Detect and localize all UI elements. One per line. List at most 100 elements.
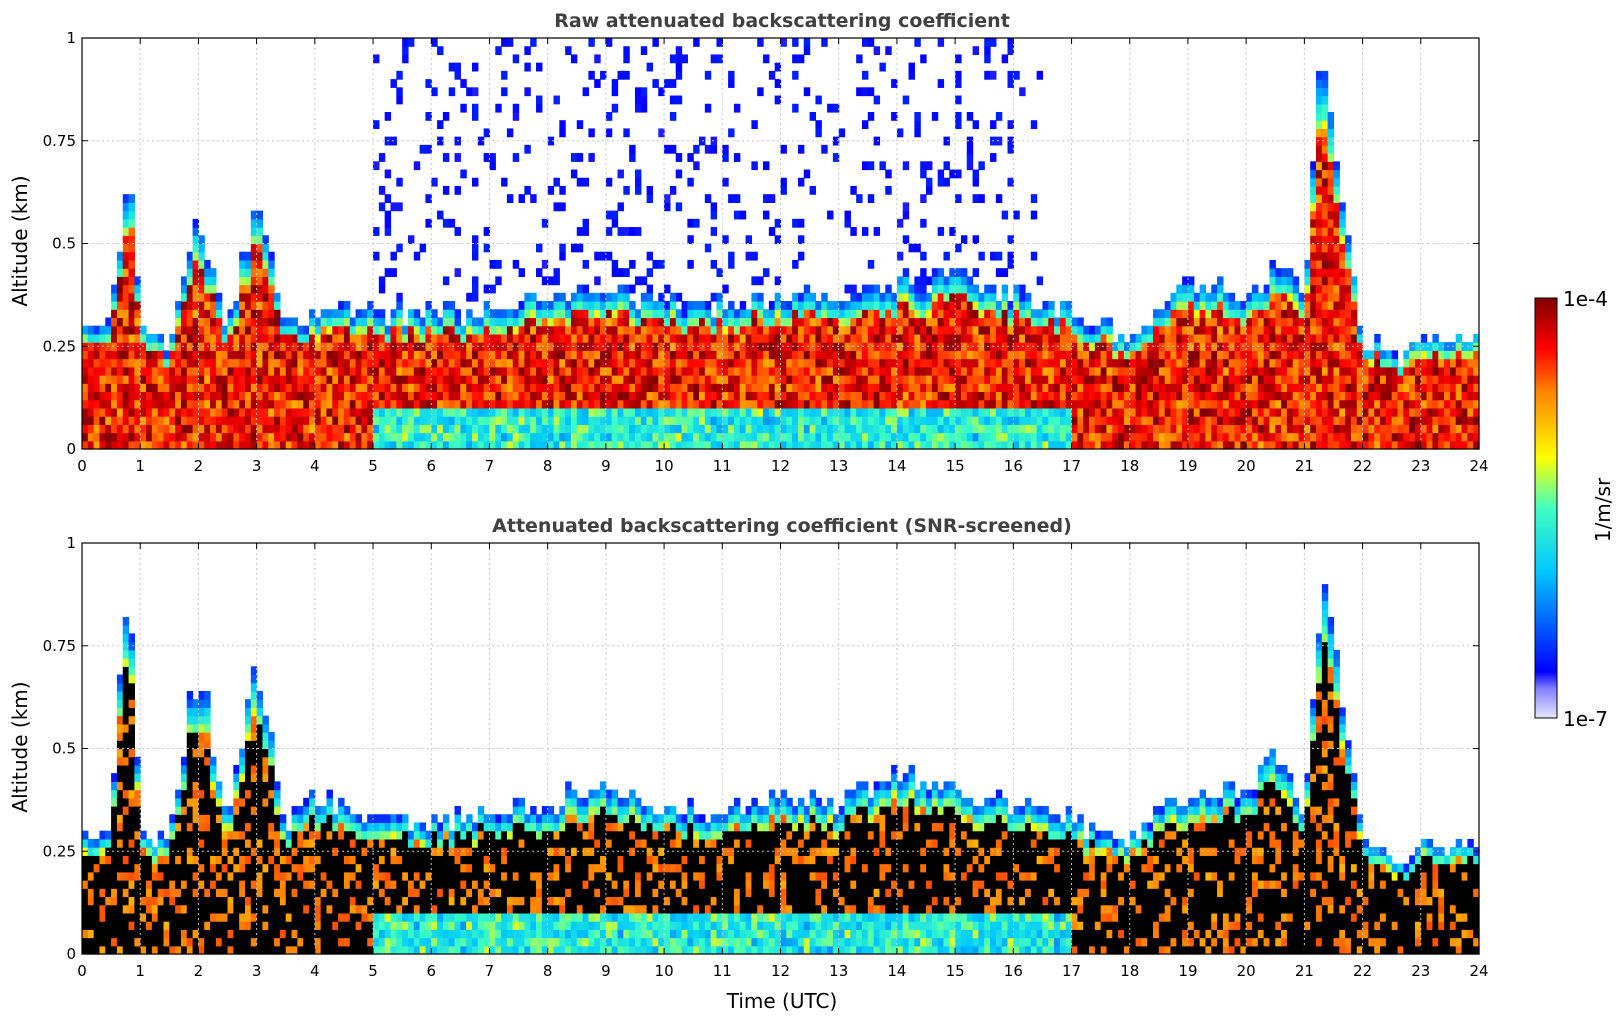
heatmap-cell [611,366,619,376]
heatmap-cell [1397,432,1404,442]
heatmap-cell [786,416,793,425]
heatmap-cell [1321,325,1329,335]
heatmap-cell [722,391,729,401]
heatmap-cell [268,407,275,417]
heatmap-cell [757,292,764,302]
heatmap-cell [704,416,712,425]
heatmap-cell [710,292,718,302]
heatmap-cell [1211,333,1218,343]
heatmap-cell [122,292,130,302]
heatmap-cell [1327,210,1335,220]
heatmap-cell [955,309,962,319]
heatmap-cell [821,350,828,360]
heatmap-cell [1089,325,1096,335]
heatmap-cell [215,358,223,368]
heatmap-cell [565,383,572,393]
heatmap-cell [623,325,630,335]
heatmap-cell [856,383,863,393]
heatmap-cell [1118,391,1125,401]
heatmap-cell [1234,325,1241,335]
heatmap-cell [1141,366,1148,376]
heatmap-cell [675,292,683,302]
heatmap-cell [116,276,124,286]
heatmap-cell [215,325,223,335]
heatmap-cell [1228,366,1236,376]
heatmap-cell [256,276,264,286]
heatmap-cell [547,424,555,434]
heatmap-cell [646,391,654,401]
heatmap-cell [239,259,246,269]
heatmap-cell [1304,432,1311,442]
heatmap-cell [931,383,939,393]
heatmap-cell [1362,407,1369,417]
heatmap-cell [530,309,537,319]
heatmap-cell [984,350,991,360]
heatmap-cell [332,391,339,401]
heatmap-cell [309,309,316,319]
heatmap-cell [1374,375,1381,384]
heatmap-cell [1205,309,1212,319]
heatmap-cell [850,325,857,335]
heatmap-cell [786,333,793,343]
heatmap-cell [437,383,444,393]
heatmap-cell [885,317,892,327]
heatmap-cell [687,218,694,228]
heatmap-cell [472,432,479,442]
heatmap-cell [1316,399,1323,409]
heatmap-cell [349,407,357,417]
heatmap-cell [710,416,718,425]
heatmap-cell [1263,325,1271,335]
heatmap-cell [1345,301,1352,310]
heatmap-cell [1345,407,1352,417]
heatmap-cell [227,325,234,335]
heatmap-cell [1013,440,1020,450]
heatmap-cell [1420,358,1428,368]
heatmap-cell [1409,407,1416,417]
heatmap-cell [239,292,246,302]
heatmap-cell [1187,383,1195,393]
heatmap-cell [1251,301,1259,310]
heatmap-cell [1007,144,1014,154]
heatmap-cell [669,424,677,434]
heatmap-cell [1071,416,1078,425]
heatmap-cell [838,432,846,442]
heatmap-cell [1048,317,1055,327]
heatmap-cell [1403,416,1410,425]
heatmap-cell [332,424,339,434]
heatmap-cell [274,309,281,319]
heatmap-cell [1281,268,1288,277]
heatmap-cell [1269,416,1276,425]
heatmap-cell [1316,391,1323,401]
heatmap-cell [477,399,485,409]
heatmap-cell [186,440,194,450]
heatmap-cell [274,325,281,335]
heatmap-cell [972,350,980,360]
heatmap-cell [576,383,584,393]
heatmap-cell [1420,432,1428,442]
heatmap-cell [931,391,939,401]
heatmap-cell [768,350,776,360]
heatmap-cell [1158,391,1166,401]
heatmap-cell [658,440,665,450]
heatmap-cell [1001,268,1009,277]
heatmap-cell [792,358,799,368]
heatmap-cell [1426,416,1434,425]
heatmap-cell [1426,407,1434,417]
heatmap-cell [454,366,461,376]
heatmap-cell [454,350,461,360]
heatmap-cell [1234,424,1241,434]
heatmap-cell [565,46,572,56]
heatmap-cell [384,325,392,335]
heatmap-cell [792,218,799,228]
heatmap-cell [396,407,403,417]
heatmap-cell [454,317,461,327]
heatmap-cell [687,407,694,417]
heatmap-cell [943,276,950,286]
heatmap-cell [990,416,997,425]
heatmap-cell [466,432,473,442]
heatmap-cell [960,375,968,384]
heatmap-cell [693,144,700,154]
heatmap-cell [1310,185,1317,195]
heatmap-cell [972,333,980,343]
heatmap-cell [978,399,985,409]
